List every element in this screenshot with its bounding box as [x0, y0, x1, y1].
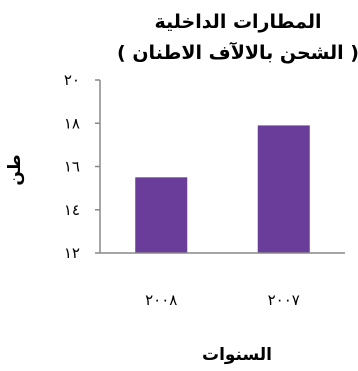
chart-title: المطارات الداخلية: [154, 11, 321, 33]
y-axis-ticks: [95, 79, 100, 254]
y-axis-label: طن: [5, 154, 25, 185]
y-axis-tick-label: ١٦: [64, 158, 80, 176]
y-axis-tick-label: ١٢: [64, 244, 80, 262]
bars: [135, 125, 310, 253]
x-axis-label: السنوات: [202, 345, 272, 365]
chart-subtitle: ( الشحن بالالآف الاطنان ): [117, 41, 358, 64]
bar: [135, 177, 188, 253]
y-axis-tick-label: ٢٠: [64, 71, 80, 89]
bar: [257, 125, 310, 253]
y-axis-tick-labels: ١٢ ١٤ ١٦ ١٨ ٢٠: [64, 71, 80, 262]
x-axis-tick-label: ٢٠٠٨: [145, 291, 177, 309]
x-axis-tick-label: ٢٠٠٧: [268, 291, 300, 309]
y-axis-tick-label: ١٨: [64, 114, 80, 132]
x-axis-tick-labels: ٢٠٠٨ ٢٠٠٧: [145, 291, 300, 309]
y-axis-tick-label: ١٤: [64, 201, 80, 219]
